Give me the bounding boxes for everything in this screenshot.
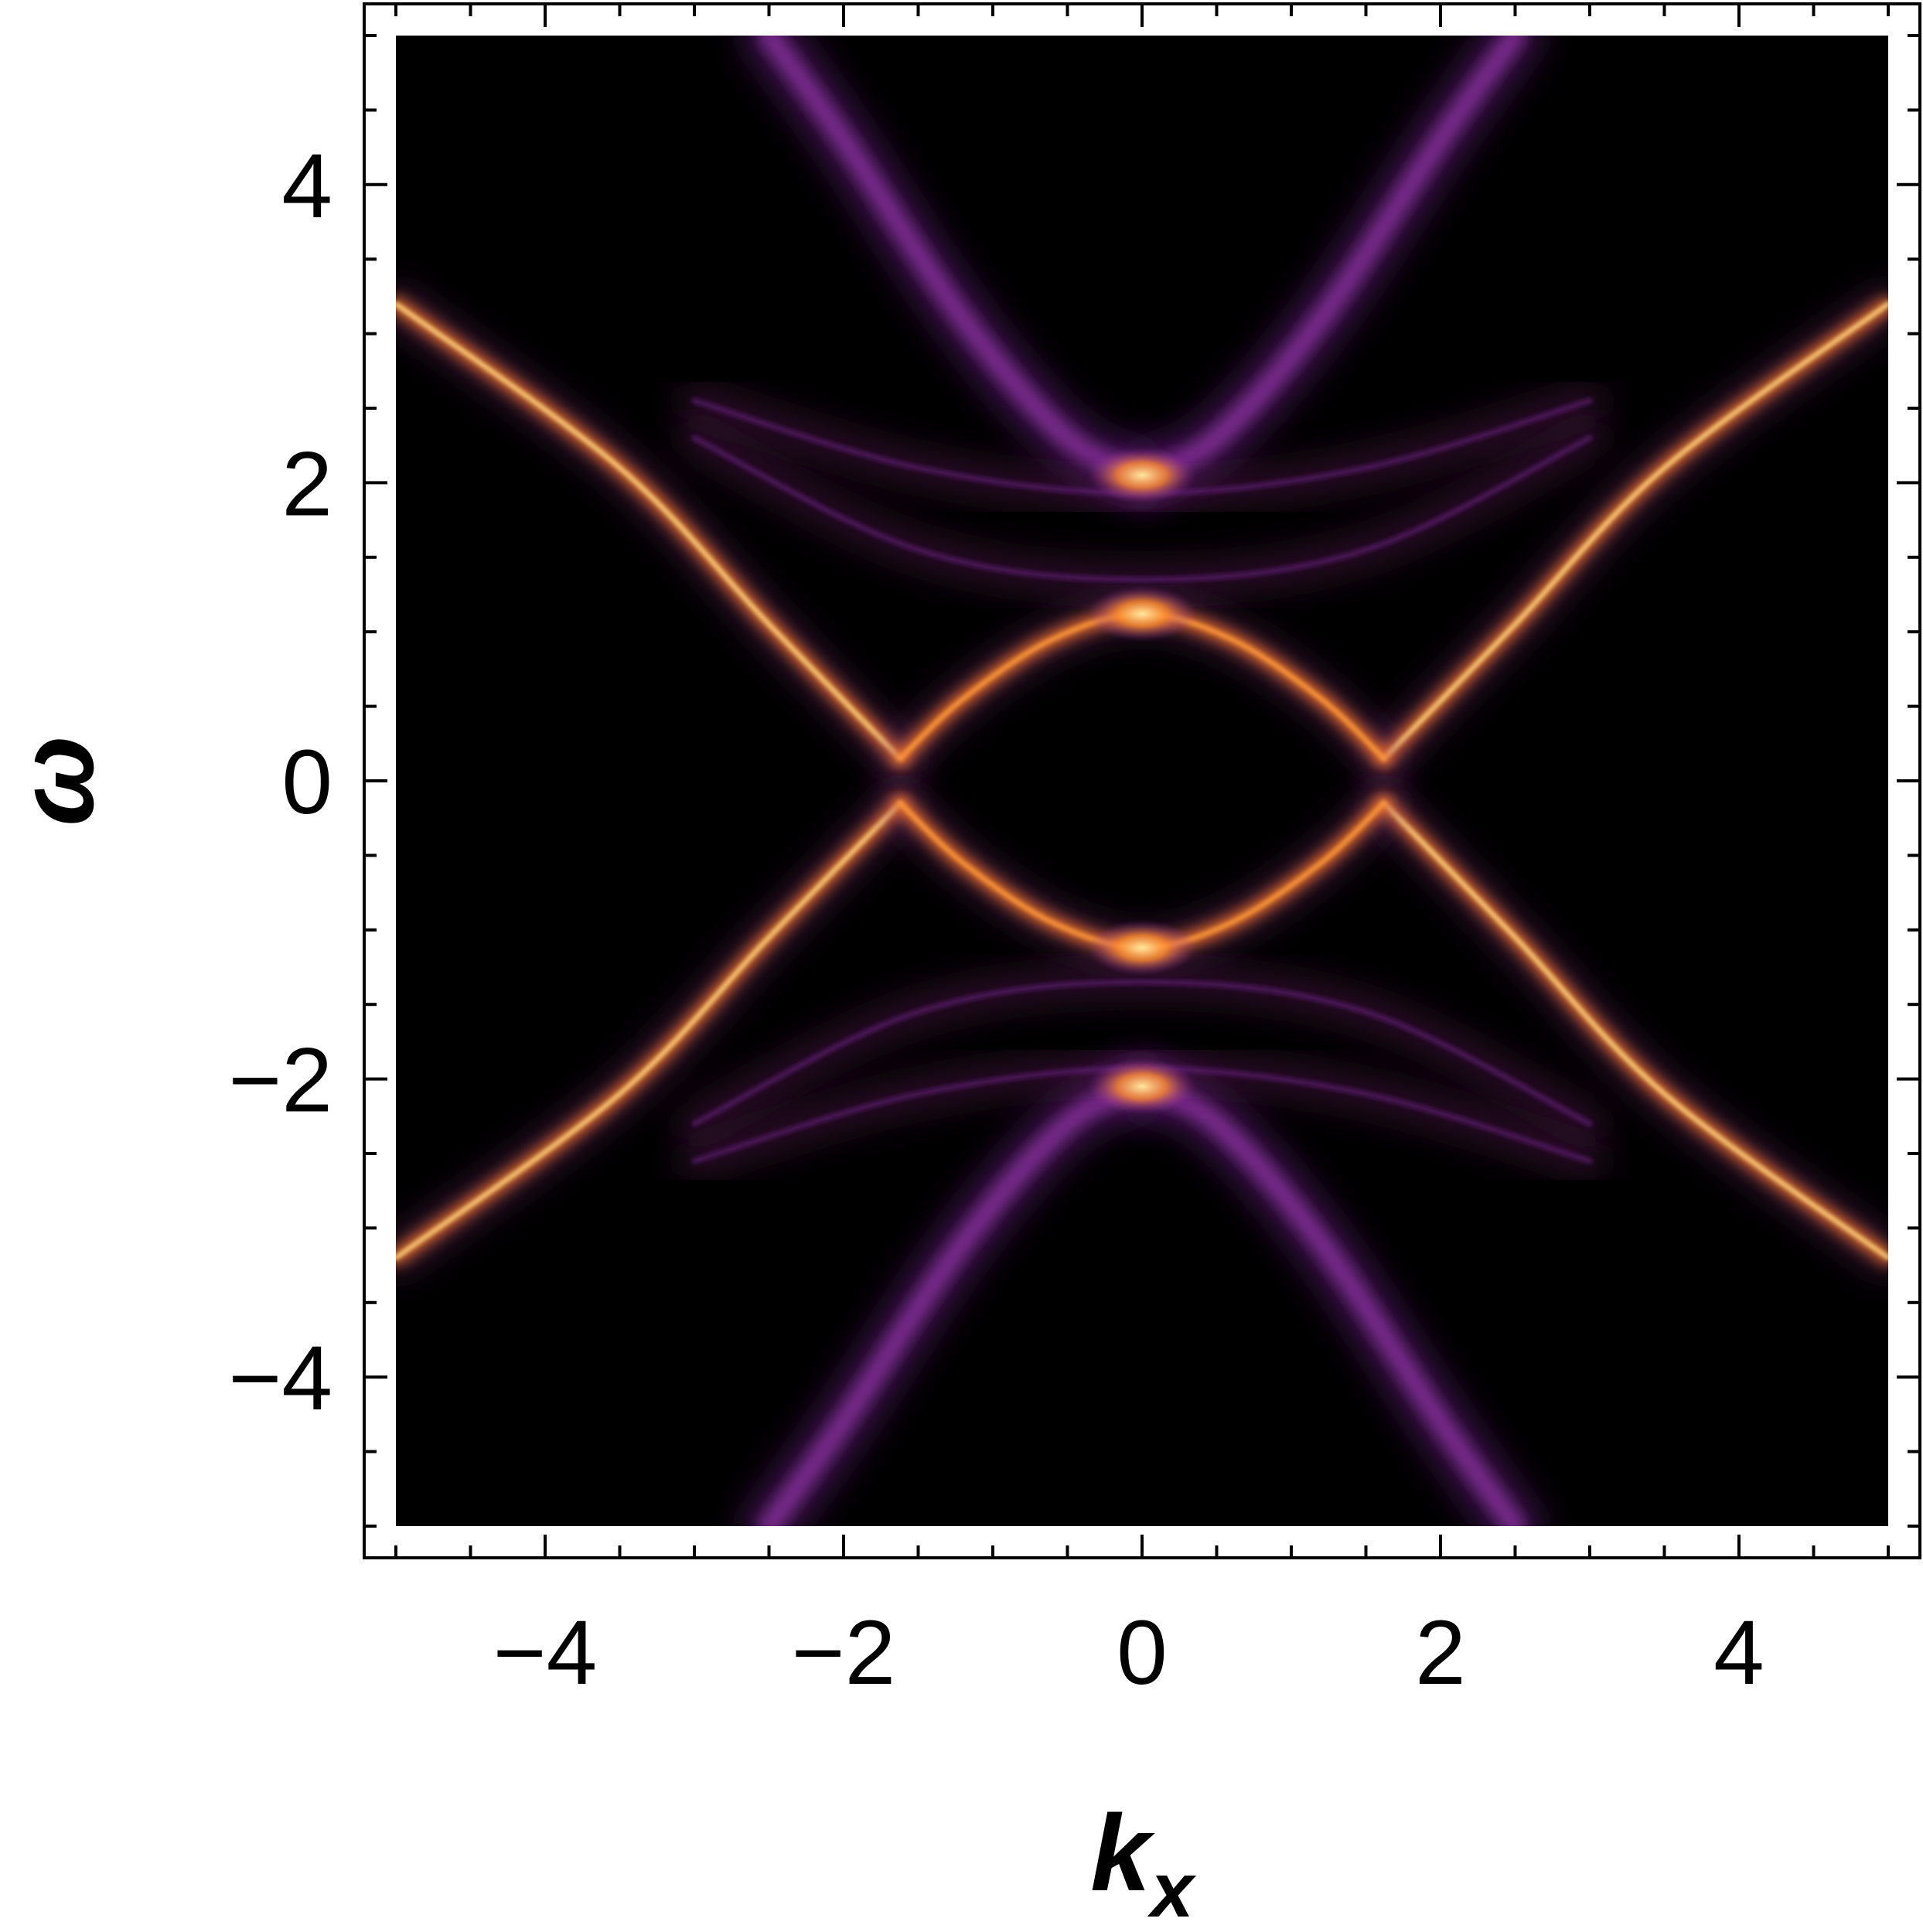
- hotspot-lower-1: [1088, 919, 1196, 976]
- axis-ticks: [364, 4, 1920, 1558]
- outer-branch-upper-right: [1368, 288, 1888, 775]
- lower-cone-right: [1115, 1059, 1543, 1526]
- faint-arc-upper-2: [677, 421, 1607, 597]
- outer-branch-lower-right: [1368, 787, 1888, 1273]
- outer-branch-lower-left-core: [396, 800, 903, 1260]
- y-tick-label: 4: [281, 135, 332, 237]
- y-tick-label: −4: [228, 1327, 332, 1429]
- y-tick-label: 0: [281, 731, 332, 833]
- x-axis-title-main: k: [1090, 1792, 1155, 1913]
- y-tick-label: 2: [281, 433, 332, 535]
- outer-branch-lower-right-core: [1381, 800, 1888, 1260]
- upper-cone-right: [1115, 36, 1543, 503]
- x-tick-label: −4: [493, 1602, 598, 1704]
- lower-cone-left-core: [759, 1076, 1152, 1526]
- y-tick-label: −2: [228, 1030, 332, 1132]
- hotspot-lower-2: [1088, 1058, 1196, 1115]
- outer-branch-upper-left-core: [396, 302, 903, 762]
- y-axis-title: ω: [0, 736, 116, 826]
- outer-branch-upper-left: [396, 288, 916, 775]
- faint-arc-lower-2-core: [691, 979, 1593, 1127]
- x-tick-label: 0: [1117, 1602, 1168, 1704]
- hotspot-upper-1: [1088, 586, 1196, 642]
- x-tick-label: −2: [792, 1602, 896, 1704]
- hotspot-lower-1-glow: [1088, 919, 1196, 976]
- outer-branch-lower-left: [396, 787, 916, 1273]
- upper-cone-right-core: [1132, 36, 1526, 486]
- x-axis-title: kx: [1090, 1792, 1196, 1928]
- hotspot-upper-2: [1088, 447, 1196, 503]
- upper-cone-left: [742, 36, 1169, 503]
- spectral-features: [396, 36, 1888, 1526]
- hotspot-upper-1-glow: [1088, 586, 1196, 642]
- upper-cone-left-core: [759, 36, 1152, 486]
- hotspot-lower-2-glow: [1088, 1058, 1196, 1115]
- lower-cone-left: [742, 1059, 1169, 1526]
- x-tick-label: 4: [1713, 1602, 1764, 1704]
- outer-branch-upper-right-core: [1381, 302, 1888, 762]
- x-tick-label: 2: [1415, 1602, 1466, 1704]
- faint-arc-lower-2: [677, 965, 1607, 1141]
- axis-tick-labels: −4 −2 0 2 4 −4 −2 0 2 4: [228, 135, 1764, 1704]
- hotspot-upper-2-glow: [1088, 447, 1196, 503]
- lower-cone-right-core: [1132, 1076, 1526, 1526]
- plot-area: [396, 36, 1888, 1526]
- x-axis-title-subscript: x: [1147, 1847, 1196, 1928]
- faint-arc-upper-2-core: [691, 434, 1593, 583]
